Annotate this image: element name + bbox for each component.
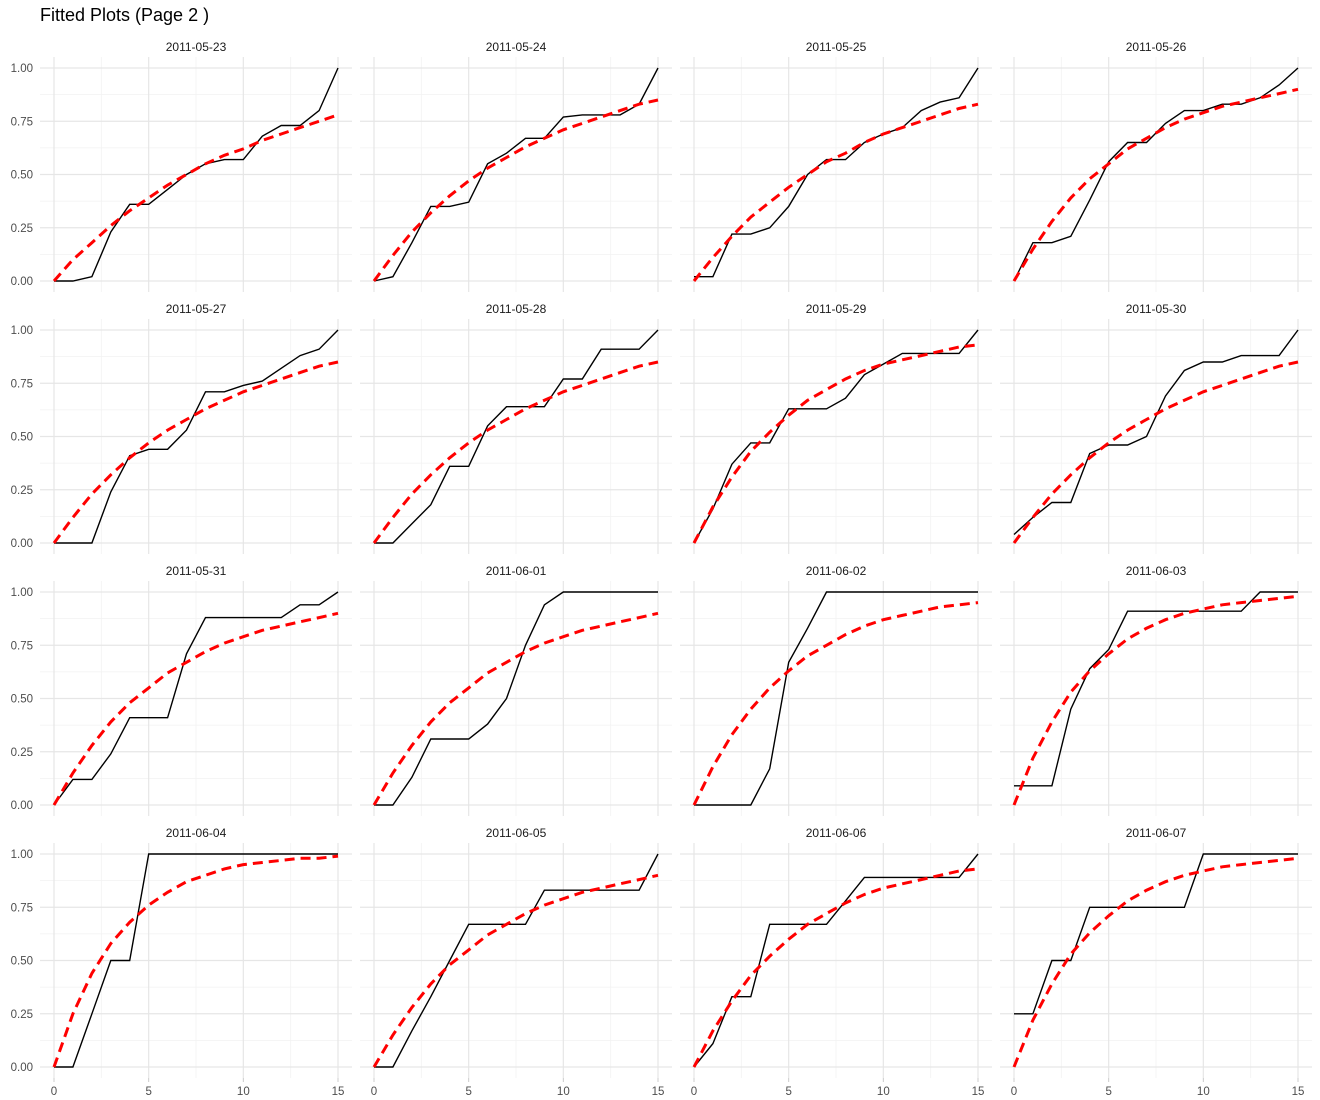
facet-title: 2011-06-02 <box>806 564 867 578</box>
facet-panel: 2011-05-30 <box>1000 302 1312 554</box>
facet-title: 2011-05-28 <box>486 302 547 316</box>
fitted-series-line <box>372 611 659 806</box>
facet-title: 2011-06-07 <box>1126 826 1187 840</box>
facet-title: 2011-05-30 <box>1126 302 1187 316</box>
facet-panel: 2011-06-04 0.00 0.25 0.50 0.75 1.00 0 5 10 15 <box>11 826 352 1098</box>
y-tick-label: 0.00 <box>11 538 33 550</box>
facet-title: 2011-05-26 <box>1126 40 1187 54</box>
x-tick-label: 10 <box>1197 1086 1210 1098</box>
facet-title: 2011-05-29 <box>806 302 867 316</box>
facet-panel: 2011-05-26 <box>1000 40 1312 292</box>
y-tick-label: 0.00 <box>11 276 33 288</box>
facet-panel: 2011-05-27 0.00 0.25 0.50 0.75 1.00 <box>11 302 352 554</box>
observed-series-line <box>374 853 659 1068</box>
facet-panel: 2011-06-05 0 5 10 15 <box>360 826 672 1098</box>
observed-series-line <box>374 329 659 544</box>
facet-panel: 2011-05-31 0.00 0.25 0.50 0.75 1.00 <box>11 564 352 816</box>
x-tick-label: 0 <box>691 1086 697 1098</box>
observed-series-line <box>374 591 658 806</box>
x-tick-label: 5 <box>465 1086 471 1098</box>
facet-title: 2011-05-31 <box>166 564 227 578</box>
x-tick-label: 0 <box>1011 1086 1017 1098</box>
facet-panel: 2011-06-06 0 5 10 15 <box>680 826 992 1098</box>
observed-series-line <box>1014 853 1298 1015</box>
y-tick-label: 0.75 <box>11 640 33 652</box>
fitted-series-line <box>372 98 659 282</box>
fitted-series-line <box>692 867 979 1068</box>
facet-panel: 2011-06-07 0 5 10 15 <box>1000 826 1312 1098</box>
y-tick-label: 0.00 <box>11 800 33 812</box>
fitted-series-line <box>52 360 339 544</box>
facet-panel: 2011-06-01 <box>360 564 672 816</box>
observed-series-line <box>693 329 979 544</box>
observed-series-line <box>53 591 339 806</box>
y-tick-label: 0.75 <box>11 116 33 128</box>
x-tick-label: 15 <box>332 1086 345 1098</box>
y-tick-label: 1.00 <box>11 63 33 75</box>
facet-panel: 2011-05-23 0.00 0.25 0.50 0.75 1.00 <box>11 40 352 292</box>
y-tick-label: 0.75 <box>11 378 33 390</box>
fitted-series-line <box>52 611 339 806</box>
y-tick-label: 1.00 <box>11 587 33 599</box>
facet-title: 2011-06-04 <box>166 826 227 840</box>
facet-panel: 2011-06-02 <box>680 564 992 816</box>
y-tick-label: 0.25 <box>11 223 33 235</box>
x-tick-label: 15 <box>972 1086 985 1098</box>
y-tick-label: 1.00 <box>11 325 33 337</box>
y-tick-label: 0.25 <box>11 747 33 759</box>
facet-title: 2011-05-23 <box>166 40 227 54</box>
facet-title: 2011-05-25 <box>806 40 867 54</box>
x-tick-label: 0 <box>371 1086 377 1098</box>
y-tick-label: 0.00 <box>11 1062 33 1074</box>
fitted-series-line <box>692 343 979 544</box>
x-tick-label: 0 <box>51 1086 57 1098</box>
facet-title: 2011-05-27 <box>166 302 227 316</box>
observed-series-line <box>54 329 339 544</box>
y-tick-label: 0.50 <box>11 694 33 706</box>
observed-series-line <box>1014 591 1298 787</box>
x-tick-label: 10 <box>237 1086 250 1098</box>
facet-panel: 2011-05-29 <box>680 302 992 554</box>
y-tick-label: 0.50 <box>11 432 33 444</box>
fitted-series-line <box>372 360 659 544</box>
y-tick-label: 0.75 <box>11 902 33 914</box>
facet-title: 2011-05-24 <box>486 40 547 54</box>
observed-series-line <box>694 67 979 278</box>
page-title: Fitted Plots (Page 2 ) <box>40 5 210 25</box>
x-tick-label: 5 <box>785 1086 791 1098</box>
observed-series-line <box>694 591 978 806</box>
x-tick-label: 10 <box>877 1086 890 1098</box>
x-tick-label: 5 <box>145 1086 151 1098</box>
fitted-series-line <box>52 113 339 282</box>
y-tick-label: 0.50 <box>11 956 33 968</box>
fitted-series-line <box>1012 87 1299 282</box>
x-tick-label: 15 <box>1292 1086 1305 1098</box>
facet-panel: 2011-05-25 <box>680 40 992 292</box>
facet-panel: 2011-06-03 <box>1000 564 1312 816</box>
fitted-series-line <box>692 601 979 806</box>
facet-title: 2011-06-03 <box>1126 564 1187 578</box>
fitted-series-line <box>52 854 339 1068</box>
facet-title: 2011-06-01 <box>486 564 547 578</box>
x-tick-label: 10 <box>557 1086 570 1098</box>
fitted-series-line <box>692 102 979 282</box>
facet-title: 2011-06-06 <box>806 826 867 840</box>
fitted-series-line <box>1012 360 1299 544</box>
facet-panel: 2011-05-24 <box>360 40 672 292</box>
y-tick-label: 0.25 <box>11 1009 33 1021</box>
observed-series-line <box>54 853 338 1068</box>
fitted-series-line <box>372 873 659 1068</box>
facet-panel: 2011-05-28 <box>360 302 672 554</box>
observed-series-line <box>693 853 979 1068</box>
y-tick-label: 1.00 <box>11 849 33 861</box>
x-tick-label: 5 <box>1105 1086 1111 1098</box>
y-tick-label: 0.50 <box>11 170 33 182</box>
facet-title: 2011-06-05 <box>486 826 547 840</box>
x-tick-label: 15 <box>652 1086 665 1098</box>
observed-series-line <box>1013 329 1299 536</box>
y-tick-label: 0.25 <box>11 485 33 497</box>
